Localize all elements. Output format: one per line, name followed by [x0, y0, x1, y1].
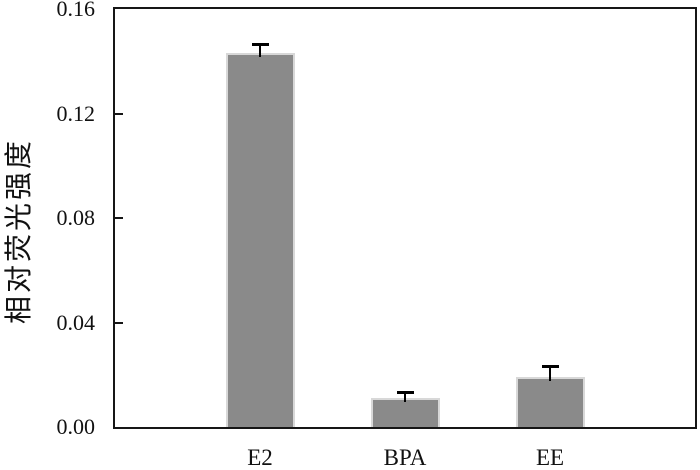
error-bar-stem [549, 367, 551, 381]
y-axis-tick-label: 0.12 [56, 101, 96, 126]
bar-ee [516, 377, 585, 427]
y-axis-tick-label: 0.16 [56, 0, 96, 21]
bar-bpa [371, 398, 440, 427]
x-axis-label-ee: EE [535, 445, 565, 470]
error-bar-cap [397, 391, 414, 394]
y-axis-tick-label: 0.04 [56, 310, 96, 335]
error-bar-stem [404, 393, 406, 402]
bar-e2 [226, 53, 295, 427]
x-axis-label-bpa: BPA [383, 445, 427, 470]
y-axis-tick-mark [115, 322, 123, 324]
y-axis-tick-label: 0.00 [56, 414, 96, 439]
error-bar-cap [542, 365, 559, 368]
y-axis-title: 相对荧光强度 [4, 138, 35, 325]
y-axis-tick-mark [115, 217, 123, 219]
error-bar-stem [259, 45, 261, 57]
error-bar-cap [252, 43, 269, 46]
y-axis-tick-label: 0.08 [56, 205, 96, 230]
plot-area [113, 7, 697, 429]
y-axis-tick-mark [115, 113, 123, 115]
x-axis-label-e2: E2 [247, 445, 273, 470]
